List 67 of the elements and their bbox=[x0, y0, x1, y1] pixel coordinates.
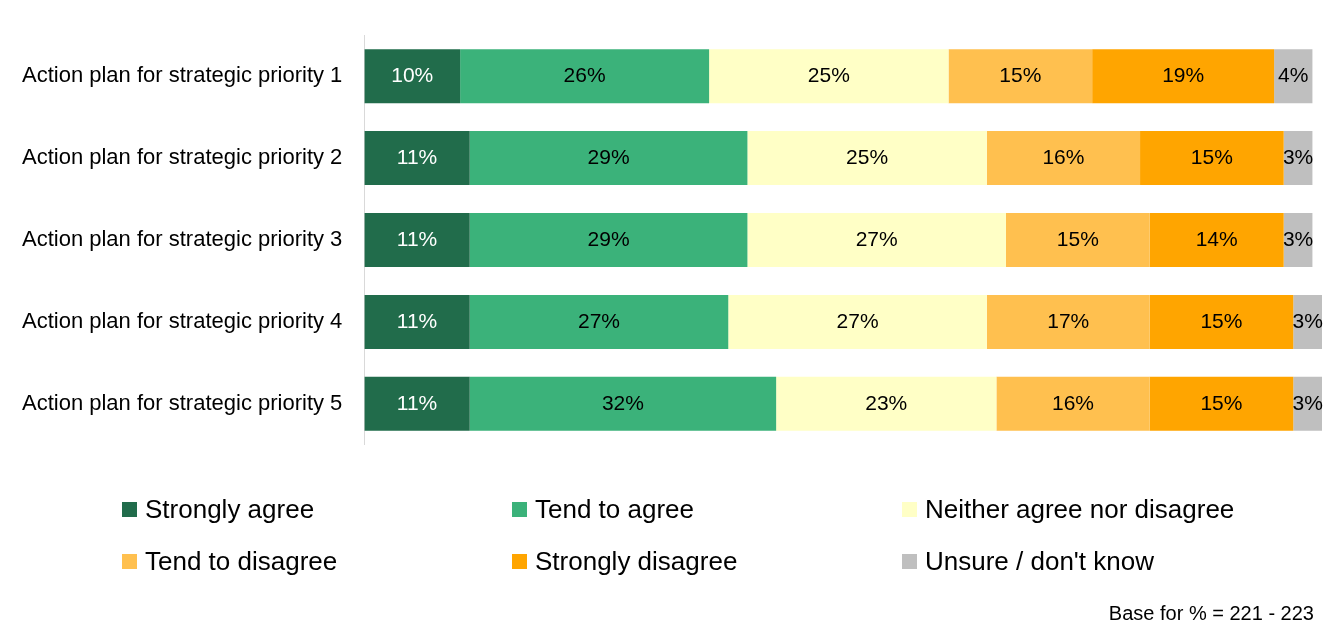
y-tick-label: Action plan for strategic priority 1 bbox=[21, 62, 343, 88]
y-tick-label: Action plan for strategic priority 3 bbox=[21, 226, 343, 252]
y-tick-label: Action plan for strategic priority 5 bbox=[21, 389, 343, 415]
legend-label: Tend to disagree bbox=[145, 545, 338, 577]
data-label: 17% bbox=[1047, 308, 1090, 332]
bar bbox=[986, 131, 1141, 186]
data-label: 3% bbox=[1292, 390, 1323, 414]
data-label: 4% bbox=[1278, 62, 1309, 86]
bar bbox=[1149, 212, 1284, 268]
legend-label: Tend to agree bbox=[535, 493, 695, 525]
legend-label: Strongly disagree bbox=[535, 545, 738, 577]
data-label: 29% bbox=[587, 144, 630, 168]
data-label: 3% bbox=[1282, 144, 1314, 168]
data-label: 15% bbox=[1200, 390, 1243, 414]
bar bbox=[469, 212, 748, 268]
data-label: 27% bbox=[577, 308, 620, 332]
bar bbox=[364, 294, 470, 349]
data-label: 15% bbox=[1190, 144, 1233, 168]
bar bbox=[996, 376, 1150, 431]
bar bbox=[1092, 49, 1275, 104]
bar bbox=[747, 212, 1006, 268]
bar bbox=[1149, 376, 1294, 431]
data-label: 29% bbox=[587, 226, 630, 250]
bar bbox=[364, 212, 470, 268]
data-label: 27% bbox=[855, 226, 898, 250]
data-label: 15% bbox=[1056, 226, 1099, 250]
data-label: 19% bbox=[1162, 62, 1205, 86]
data-label: 16% bbox=[1052, 390, 1095, 414]
bar bbox=[364, 49, 461, 104]
data-label: 25% bbox=[807, 62, 850, 86]
bar bbox=[948, 49, 1093, 104]
data-label: 15% bbox=[1200, 308, 1243, 332]
data-label: 11% bbox=[396, 226, 438, 250]
data-label: 11% bbox=[396, 144, 438, 168]
data-label: 3% bbox=[1282, 226, 1314, 250]
bar bbox=[364, 376, 470, 431]
bar bbox=[776, 376, 997, 431]
data-label: 10% bbox=[391, 62, 434, 86]
data-label: 16% bbox=[1042, 144, 1085, 168]
bar bbox=[364, 131, 470, 186]
data-label: 32% bbox=[601, 390, 644, 414]
legend-label: Strongly agree bbox=[145, 493, 315, 525]
bar bbox=[469, 376, 777, 431]
bar bbox=[469, 131, 748, 186]
bar bbox=[460, 49, 710, 104]
bar bbox=[469, 294, 729, 349]
bar bbox=[747, 131, 987, 186]
legend-label: Neither agree nor disagree bbox=[925, 493, 1235, 525]
data-label: 15% bbox=[999, 62, 1042, 86]
data-label: 11% bbox=[396, 390, 438, 414]
legend-label: Unsure / don't know bbox=[925, 545, 1154, 577]
text: Base for % = 221 - 223 bbox=[1108, 602, 1314, 625]
bar bbox=[1005, 212, 1150, 268]
bar bbox=[1140, 131, 1284, 186]
bar bbox=[709, 49, 949, 104]
bar bbox=[728, 294, 987, 349]
data-label: 14% bbox=[1195, 226, 1238, 250]
y-tick-label: Action plan for strategic priority 2 bbox=[21, 144, 343, 170]
data-label: 23% bbox=[865, 390, 908, 414]
bar bbox=[1149, 294, 1294, 349]
y-tick-label: Action plan for strategic priority 4 bbox=[21, 307, 343, 333]
data-label: 27% bbox=[836, 308, 879, 332]
data-label: 25% bbox=[846, 144, 889, 168]
data-label: 11% bbox=[396, 308, 438, 332]
bar bbox=[986, 294, 1150, 349]
data-label: 26% bbox=[563, 62, 606, 86]
data-label: 3% bbox=[1292, 308, 1323, 332]
